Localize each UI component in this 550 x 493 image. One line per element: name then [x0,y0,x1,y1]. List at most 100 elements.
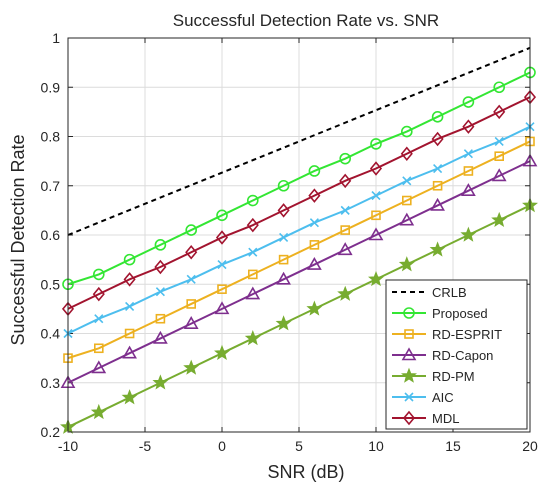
data-point [248,247,258,257]
legend-entry-label: RD-ESPRIT [432,327,502,342]
data-point [368,227,384,241]
data-point [215,230,229,245]
x-tick-label: 15 [445,438,461,454]
axis-ticks: -10 -5 0 5 10 15 20 0.2 0.3 0.4 0.5 0.6 0.7 0.8 0.9 1 [41,30,538,454]
data-point [248,269,258,280]
data-point [183,316,199,329]
y-tick-label: 0.8 [41,129,61,145]
series-line [67,125,531,335]
x-axis-label: SNR (dB) [267,462,344,482]
data-point [400,125,413,138]
data-point [462,96,475,108]
x-tick-label: 10 [368,438,384,454]
data-point [306,300,323,316]
data-point [340,225,351,235]
data-point [339,173,352,189]
data-point [123,272,136,287]
data-point [339,152,352,165]
data-point [309,240,320,250]
data-point [93,268,105,281]
data-point [431,111,444,123]
data-point [308,165,321,177]
data-point [279,232,289,243]
axes-frame [67,37,531,433]
data-point [462,119,475,134]
data-point [185,224,197,236]
data-point [152,374,169,390]
series-aic [63,122,535,339]
data-point [94,343,104,354]
data-point [493,104,506,120]
data-point [337,242,353,256]
x-tick-label: -10 [58,438,78,454]
data-point [493,81,506,94]
y-tick-label: 1 [52,30,60,46]
data-point [90,403,107,420]
legend-entry-label: CRLB [432,285,467,300]
data-point [337,285,354,301]
data-point [123,253,136,266]
data-point [278,254,289,265]
series-mdl [61,89,537,317]
data-point [398,256,415,272]
data-point [401,195,412,206]
data-point [92,286,105,302]
data-point [245,286,261,300]
data-point [186,274,196,284]
series-line [67,160,531,384]
data-point [402,176,412,186]
legend: CRLB Proposed RD-ESPRIT RD-Capon RD-PM AIC MDL [385,279,528,430]
chart-title: Successful Detection Rate vs. SNR [173,11,439,30]
data-point [125,301,135,311]
data-point [433,163,443,174]
y-tick-label: 0.2 [41,424,61,440]
data-point [431,131,444,147]
data-point [154,239,167,251]
data-point [124,328,135,339]
data-point [308,188,321,203]
x-tick-label: 0 [218,438,226,454]
data-point [340,205,350,215]
data-point [277,179,290,192]
series-rd-capon [60,153,538,389]
series-proposed [62,66,536,291]
data-point [121,389,138,405]
legend-marker [404,329,414,339]
legend-entry-label: MDL [432,411,459,426]
legend-marker [401,347,417,361]
legend-entry-label: Proposed [432,306,488,321]
data-point [183,359,200,375]
series-line [67,46,531,236]
data-point [429,241,446,257]
y-tick-label: 0.3 [41,375,61,391]
data-point [369,161,383,176]
data-point [154,259,167,275]
data-point [461,183,476,196]
data-point [153,330,168,344]
y-tick-label: 0.9 [41,79,61,95]
x-tick-label: 20 [522,438,538,454]
series-line [67,140,531,360]
data-point [186,299,196,309]
legend-marker [402,410,416,426]
legend-entry-label: RD-Capon [432,348,493,363]
data-point [460,226,477,242]
data-point [371,191,381,201]
data-point [307,256,322,270]
data-point [216,209,228,222]
y-tick-label: 0.5 [41,276,61,292]
x-tick-label: -5 [139,438,152,454]
data-point [185,244,198,260]
data-point [432,180,443,191]
data-point [244,330,261,346]
data-point [217,284,227,294]
data-point [368,270,384,287]
data-point [399,212,415,226]
legend-entry-label: RD-PM [432,369,475,384]
series-line [67,204,531,428]
data-point [247,194,259,207]
plot-frame [67,37,531,433]
data-point [491,211,508,228]
data-point [217,259,227,270]
